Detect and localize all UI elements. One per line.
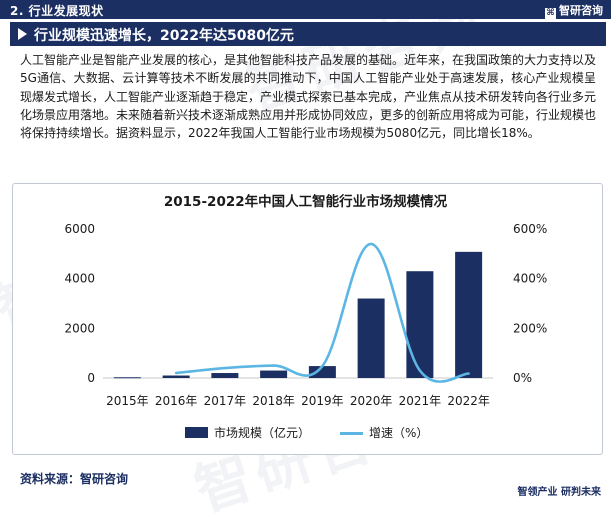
footer-brand-a: 智领产业 <box>518 487 558 498</box>
x-tick-label: 2017年 <box>204 394 247 408</box>
y-left-tick-label: 0 <box>87 371 95 385</box>
legend-swatch-market-size <box>185 427 208 438</box>
bar-market-size <box>211 373 238 378</box>
x-tick-label: 2020年 <box>350 394 393 408</box>
y-left-tick-label: 6000 <box>64 222 95 236</box>
chart-legend: 市场规模（亿元） 增速（%） <box>0 424 611 442</box>
bar-market-size <box>406 271 433 378</box>
bar-market-size <box>455 252 482 378</box>
x-tick-label: 2021年 <box>399 394 442 408</box>
y-right-tick-label: 400% <box>513 272 547 286</box>
bar-market-size <box>358 299 385 378</box>
y-right-tick-label: 600% <box>513 222 547 236</box>
bar-market-size <box>163 376 190 378</box>
y-left-tick-label: 4000 <box>64 272 95 286</box>
y-left-tick-label: 2000 <box>64 321 95 335</box>
legend-swatch-growth <box>340 432 363 435</box>
x-tick-label: 2016年 <box>155 394 198 408</box>
x-tick-label: 2022年 <box>447 394 490 408</box>
source-value: 智研咨询 <box>80 472 128 486</box>
legend-label-market-size: 市场规模（亿元） <box>214 424 310 441</box>
x-tick-label: 2018年 <box>252 394 295 408</box>
y-right-tick-label: 200% <box>513 321 547 335</box>
legend-label-growth: 增速（%） <box>369 424 428 441</box>
x-tick-label: 2019年 <box>301 394 344 408</box>
source-label: 资料来源： <box>20 472 80 486</box>
footer-brand: 智领产业 研判未来 <box>518 483 601 498</box>
footer-brand-b: 研判未来 <box>561 487 601 498</box>
source-note: 资料来源：智研咨询 <box>20 470 128 487</box>
x-tick-label: 2015年 <box>106 394 149 408</box>
bar-market-size <box>114 377 141 378</box>
y-right-tick-label: 0% <box>513 371 532 385</box>
bar-market-size <box>260 371 287 378</box>
